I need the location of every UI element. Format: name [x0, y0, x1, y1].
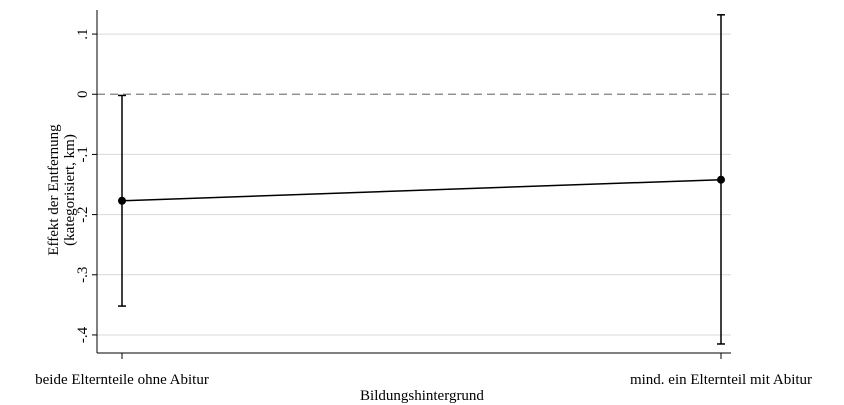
y-axis-title: Effekt der Entfernung (kategorisiert, km…: [46, 124, 78, 256]
y-tick-label: -.4: [75, 326, 91, 343]
y-tick-label: -.3: [75, 267, 91, 283]
x-category-label: beide Elternteile ohne Abitur: [35, 372, 209, 388]
data-point: [717, 175, 725, 184]
y-tick-label: .1: [75, 28, 91, 39]
grid-layer: [97, 33, 731, 336]
axis-layer: [96, 10, 731, 354]
series-line: [121, 178, 722, 202]
y-axis-title-line-2: (kategorisiert, km): [62, 134, 78, 246]
x-category-label: mind. ein Elternteil mit Abitur: [630, 372, 812, 388]
y-tick-layer: .1 0 -.1 -.2 -.3 -.4: [75, 28, 97, 343]
x-axis-title: Bildungshintergrund: [360, 388, 484, 404]
y-tick-label: -.1: [75, 146, 91, 162]
y-tick-label: -.2: [75, 206, 91, 222]
data-point: [118, 196, 126, 205]
x-tick-layer: beide Elternteile ohne Abitur mind. ein E…: [35, 353, 812, 388]
y-tick-label: 0: [75, 90, 91, 98]
y-axis-title-line-1: Effekt der Entfernung: [46, 124, 62, 256]
series-layer: [118, 14, 725, 345]
